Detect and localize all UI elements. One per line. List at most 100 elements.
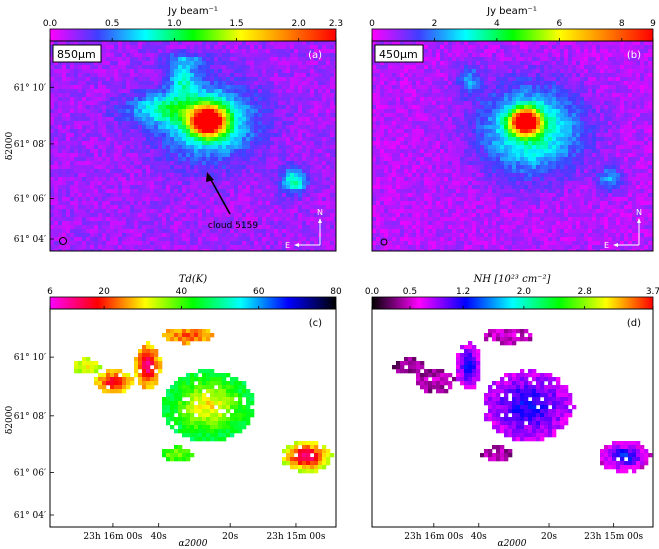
- heatmap-b-cell: [580, 69, 585, 74]
- heatmap-a-cell: [118, 153, 123, 158]
- heatmap-a-cell: [130, 201, 135, 206]
- heatmap-a-cell: [158, 193, 163, 198]
- heatmap-a-cell: [178, 225, 183, 230]
- heatmap-a-cell: [166, 53, 171, 58]
- heatmap-a-cell: [70, 189, 75, 194]
- heatmap-a-cell: [318, 117, 323, 122]
- heatmap-a-cell: [270, 125, 275, 130]
- heatmap-a-cell: [90, 185, 95, 190]
- heatmap-a-cell: [198, 165, 203, 170]
- heatmap-a-cell: [330, 53, 335, 58]
- heatmap-a-cell: [134, 241, 139, 246]
- heatmap-a-cell: [158, 113, 163, 118]
- heatmap-a-cell: [126, 169, 131, 174]
- heatmap-a-cell: [142, 237, 147, 242]
- heatmap-a-cell: [82, 145, 87, 150]
- heatmap-a-cell: [254, 149, 259, 154]
- heatmap-a-cell: [106, 145, 111, 150]
- heatmap-a-cell: [214, 61, 219, 66]
- heatmap-a-cell: [222, 249, 227, 251]
- heatmap-b-cell: [488, 73, 493, 78]
- heatmap-a-cell: [142, 45, 147, 50]
- heatmap-a-cell: [334, 217, 336, 222]
- heatmap-b-cell: [444, 73, 449, 78]
- heatmap-a-cell: [334, 157, 336, 162]
- heatmap-a-cell: [102, 177, 107, 182]
- heatmap-a-cell: [198, 205, 203, 210]
- heatmap-a-cell: [166, 157, 171, 162]
- heatmap-b-cell: [624, 49, 629, 54]
- heatmap-a-cell: [290, 129, 295, 134]
- heatmap-a-cell: [82, 85, 87, 90]
- heatmap-a-cell: [166, 237, 171, 242]
- heatmap-a-cell: [190, 173, 195, 178]
- heatmap-a-cell: [250, 249, 255, 251]
- heatmap-a-cell: [122, 113, 127, 118]
- heatmap-a-cell: [178, 133, 183, 138]
- heatmap-a-cell: [258, 49, 263, 54]
- heatmap-a-cell: [82, 129, 87, 134]
- heatmap-a-cell: [150, 197, 155, 202]
- heatmap-a-cell: [326, 137, 331, 142]
- heatmap-a-cell: [150, 97, 155, 102]
- heatmap-a-cell: [246, 41, 251, 46]
- heatmap-b-cell: [488, 49, 493, 54]
- heatmap-a-cell: [294, 225, 299, 230]
- heatmap-a-cell: [94, 217, 99, 222]
- heatmap-a-cell: [50, 233, 55, 238]
- heatmap-a-cell: [74, 77, 79, 82]
- heatmap-b-cell: [536, 45, 541, 50]
- heatmap-b-cell: [544, 53, 549, 58]
- heatmap-a-cell: [138, 117, 143, 122]
- heatmap-b-cell: [516, 45, 521, 50]
- heatmap-a-cell: [274, 105, 279, 110]
- heatmap-a-cell: [142, 137, 147, 142]
- heatmap-a-cell: [318, 53, 323, 58]
- heatmap-a-cell: [150, 65, 155, 70]
- heatmap-a-cell: [318, 209, 323, 214]
- heatmap-a-cell: [274, 181, 279, 186]
- heatmap-b-cell: [468, 61, 473, 66]
- heatmap-a-cell: [190, 113, 195, 118]
- heatmap-a-cell: [106, 61, 111, 66]
- heatmap-b-cell: [568, 65, 573, 70]
- heatmap-b-cell: [620, 85, 625, 90]
- heatmap-b-cell: [592, 41, 597, 46]
- heatmap-b-cell: [460, 73, 465, 78]
- heatmap-a-cell: [282, 117, 287, 122]
- heatmap-a-cell: [250, 125, 255, 130]
- heatmap-a-cell: [326, 77, 331, 82]
- heatmap-b-cell: [604, 85, 609, 90]
- heatmap-a-cell: [166, 229, 171, 234]
- heatmap-b-cell: [452, 69, 457, 74]
- heatmap-b-cell: [552, 101, 557, 106]
- heatmap-a-cell: [198, 85, 203, 90]
- heatmap-a-cell: [58, 129, 63, 134]
- heatmap-a-cell: [330, 173, 335, 178]
- heatmap-a-cell: [286, 233, 291, 238]
- heatmap-b-cell: [456, 93, 461, 98]
- heatmap-a-cell: [70, 85, 75, 90]
- heatmap-a-cell: [126, 141, 131, 146]
- heatmap-b-cell: [568, 45, 573, 50]
- heatmap-a-cell: [178, 129, 183, 134]
- heatmap-a-cell: [114, 77, 119, 82]
- heatmap-b-cell: [528, 93, 533, 98]
- heatmap-a-cell: [182, 161, 187, 166]
- heatmap-a-cell: [114, 105, 119, 110]
- heatmap-a-cell: [310, 113, 315, 118]
- heatmap-b-cell: [588, 69, 593, 74]
- heatmap-a-cell: [254, 177, 259, 182]
- heatmap-a-cell: [266, 61, 271, 66]
- heatmap-a-cell: [222, 89, 227, 94]
- heatmap-a-cell: [334, 133, 336, 138]
- heatmap-a-cell: [134, 89, 139, 94]
- heatmap-a-cell: [198, 45, 203, 50]
- heatmap-a-cell: [278, 101, 283, 106]
- heatmap-a-cell: [206, 141, 211, 146]
- heatmap-a-cell: [314, 153, 319, 158]
- heatmap-a-cell: [226, 85, 231, 90]
- heatmap-a-cell: [130, 85, 135, 90]
- heatmap-a-cell: [86, 157, 91, 162]
- heatmap-b-cell: [496, 89, 501, 94]
